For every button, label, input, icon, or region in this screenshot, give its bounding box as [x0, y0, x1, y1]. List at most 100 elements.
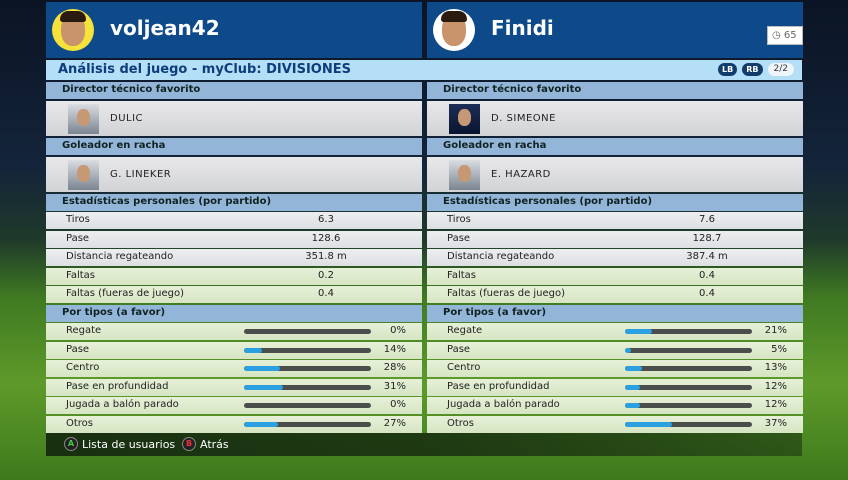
type-pct: 5% [771, 343, 787, 355]
section-stats: Estadísticas personales (por partido) [427, 194, 803, 211]
type-row: Pase en profundidad 31% [46, 378, 422, 396]
section-manager: Director técnico favorito [46, 82, 422, 99]
scorer-photo [449, 160, 480, 190]
player-header: Finidi ◷ 65 [427, 2, 803, 58]
stat-row: Faltas (fueras de juego) 0.4 [46, 286, 422, 304]
type-label: Otros [447, 417, 475, 429]
type-label: Centro [66, 362, 100, 373]
type-row: Otros 37% [427, 415, 803, 433]
manager-name: D. SIMEONE [491, 113, 556, 124]
type-pct: 12% [764, 399, 787, 410]
type-bar-fill [625, 421, 672, 427]
scorer-row: E. HAZARD [427, 157, 803, 192]
type-pct: 0% [390, 325, 406, 336]
stat-value: 0.4 [699, 288, 715, 300]
stat-row: Distancia regateando 351.8 m [46, 249, 422, 267]
type-bar [625, 384, 752, 390]
title-bar: Análisis del juego - myClub: DIVISIONES … [46, 60, 802, 80]
type-label: Regate [66, 325, 102, 336]
stat-value: 351.8 m [305, 251, 347, 263]
type-label: Jugada a balón parado [447, 399, 560, 410]
lb-button[interactable]: LB [718, 63, 738, 76]
section-types: Por tipos (a favor) [46, 305, 422, 322]
type-label: Regate [447, 325, 483, 336]
type-pct: 28% [383, 362, 406, 373]
type-row: Otros 27% [46, 415, 422, 433]
rb-button[interactable]: RB [742, 63, 763, 76]
type-label: Jugada a balón parado [66, 399, 179, 410]
type-label: Pase en profundidad [66, 380, 169, 392]
type-pct: 31% [383, 380, 406, 392]
stat-label: Faltas [447, 269, 476, 281]
type-bar-fill [625, 384, 641, 390]
scorer-name: E. HAZARD [491, 169, 551, 180]
type-row: Jugada a balón parado 0% [46, 397, 422, 414]
stat-label: Faltas (fueras de juego) [66, 288, 185, 300]
stat-row: Faltas (fueras de juego) 0.4 [427, 286, 803, 304]
stat-value: 128.6 [311, 232, 341, 244]
type-pct: 14% [383, 343, 406, 355]
manager-row: D. SIMEONE [427, 101, 803, 136]
type-pct: 27% [383, 417, 406, 429]
timer: ◷ 65 [767, 26, 803, 45]
type-row: Centro 13% [427, 360, 803, 377]
clock-icon: ◷ [772, 30, 784, 41]
stat-label: Distancia regateando [66, 251, 174, 263]
type-label: Pase [447, 343, 471, 355]
manager-photo [449, 104, 480, 134]
type-row: Centro 28% [46, 360, 422, 377]
type-label: Pase [66, 343, 90, 355]
type-pct: 21% [764, 325, 787, 336]
player-name: voljean42 [110, 16, 220, 40]
back-label: Atrás [200, 437, 229, 451]
avatar [52, 9, 94, 51]
type-bar-fill [244, 366, 280, 371]
type-bar [244, 403, 371, 408]
stat-row: Tiros 7.6 [427, 212, 803, 229]
type-bar [244, 421, 371, 427]
scorer-photo [68, 160, 99, 190]
type-bar [625, 329, 752, 334]
user-list-button[interactable]: A Lista de usuarios [64, 437, 175, 451]
stat-label: Tiros [66, 214, 90, 225]
type-bar-fill [625, 403, 641, 408]
player-header: voljean42 [46, 2, 422, 58]
type-pct: 0% [390, 399, 406, 410]
avatar [433, 9, 475, 51]
section-scorer: Goleador en racha [46, 138, 422, 155]
type-pct: 37% [764, 417, 787, 429]
stat-value: 128.7 [692, 232, 722, 244]
page-title: Análisis del juego - myClub: DIVISIONES [58, 62, 351, 77]
section-types: Por tipos (a favor) [427, 305, 803, 322]
scorer-row: G. LINEKER [46, 157, 422, 192]
stat-label: Pase [66, 232, 90, 244]
type-row: Regate 0% [46, 323, 422, 340]
section-manager: Director técnico favorito [427, 82, 803, 99]
type-pct: 12% [764, 380, 787, 392]
stat-value: 0.4 [699, 269, 715, 281]
player-name: Finidi [491, 16, 554, 40]
type-bar-fill [625, 329, 652, 334]
page-indicator: 2/2 [767, 63, 794, 76]
type-bar [244, 329, 371, 334]
type-bar [244, 347, 371, 353]
type-row: Jugada a balón parado 12% [427, 397, 803, 414]
type-label: Pase en profundidad [447, 380, 550, 392]
stat-label: Tiros [447, 214, 471, 225]
type-bar [244, 366, 371, 371]
stat-label: Distancia regateando [447, 251, 555, 263]
manager-row: DULIC [46, 101, 422, 136]
type-bar [625, 403, 752, 408]
b-button-icon: B [182, 437, 196, 451]
type-bar-fill [244, 347, 262, 353]
stat-row: Pase 128.7 [427, 230, 803, 248]
stat-value: 0.2 [318, 269, 334, 281]
type-bar-fill [244, 421, 279, 427]
type-bar-fill [625, 347, 632, 353]
stat-row: Faltas 0.2 [46, 267, 422, 285]
user-list-label: Lista de usuarios [82, 437, 176, 451]
back-button[interactable]: B Atrás [182, 437, 229, 451]
a-button-icon: A [64, 437, 78, 451]
stat-label: Pase [447, 232, 471, 244]
manager-photo [68, 104, 99, 134]
